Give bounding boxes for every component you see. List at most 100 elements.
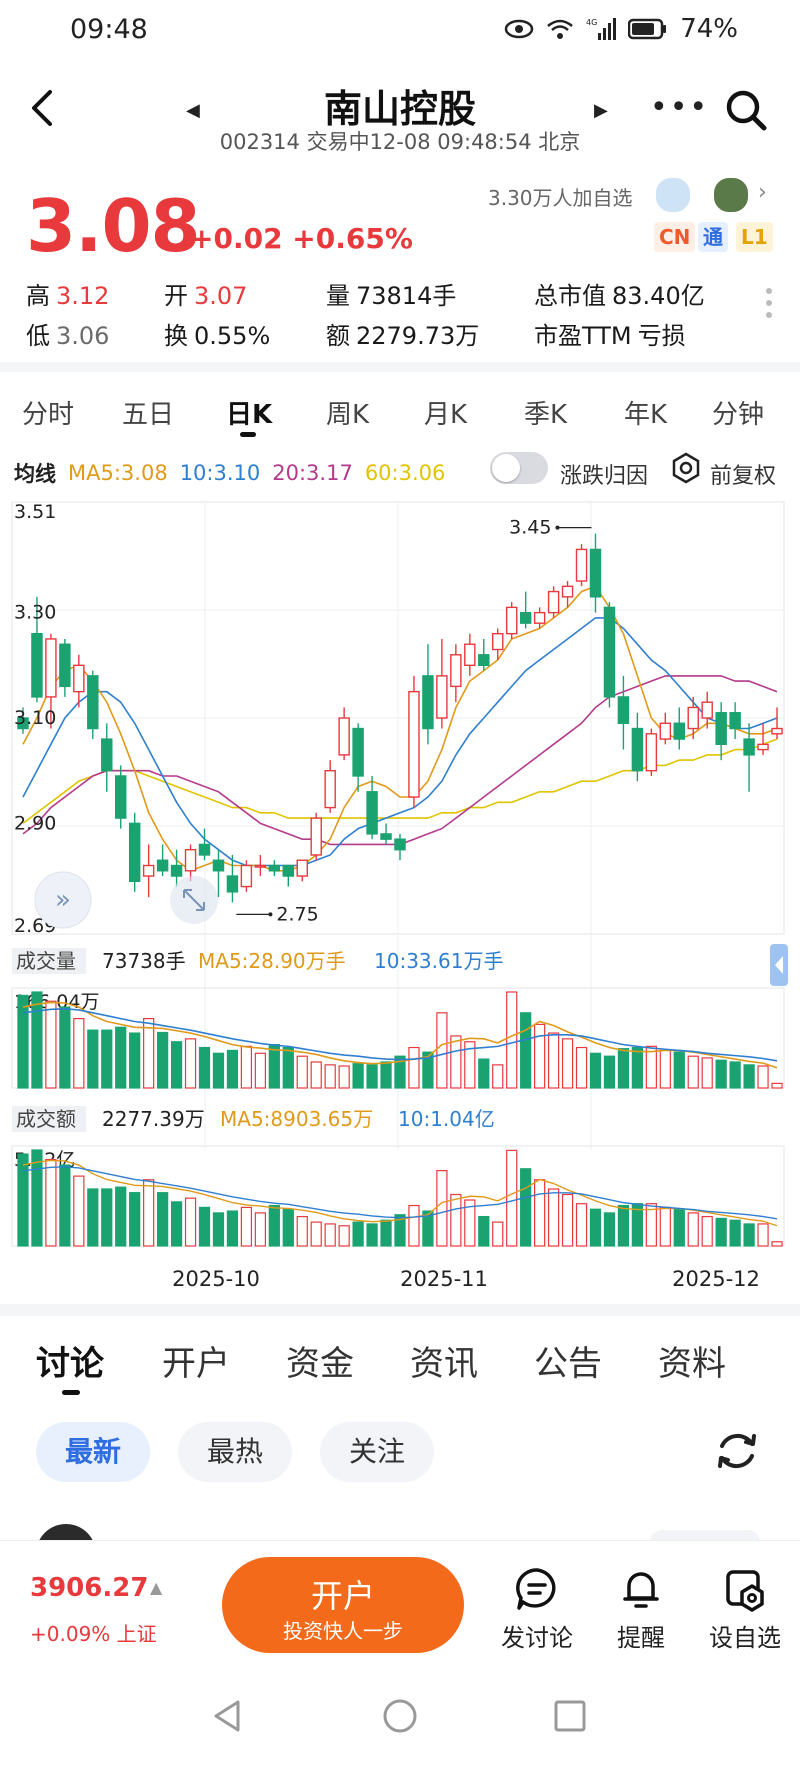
volume-bar	[645, 1045, 657, 1089]
stat-label: 额	[326, 322, 350, 350]
content-tab[interactable]: 资讯	[410, 1344, 478, 1384]
more-options-icon[interactable]: •••	[650, 90, 710, 125]
candle-body	[87, 675, 99, 730]
back-arrow-icon[interactable]	[22, 86, 66, 130]
filter-latest[interactable]: 最新	[36, 1422, 150, 1482]
alert-button[interactable]: 提醒	[596, 1566, 686, 1653]
candle-body	[184, 849, 197, 872]
candle-body	[464, 643, 476, 667]
candle-body	[254, 864, 267, 868]
tag-connect[interactable]: 通	[698, 222, 728, 252]
index-value[interactable]: 3906.27	[30, 1573, 149, 1603]
volume-bar	[394, 1055, 406, 1089]
volume-bar	[436, 1012, 448, 1089]
candle-body	[631, 727, 644, 772]
candle-body	[533, 611, 546, 624]
stat-label: 总市值	[534, 282, 606, 310]
turnover-ma5-line	[22, 1159, 778, 1227]
content-tab[interactable]: 公告	[534, 1344, 602, 1384]
turnover-bar	[129, 1192, 141, 1247]
turnover-bar	[422, 1210, 434, 1247]
stat-item: 开 3.07	[164, 276, 247, 311]
volume-ma10: 10:33.61万手	[374, 949, 503, 973]
ma5-value: MA5:3.08	[68, 461, 168, 485]
chart-tab[interactable]: 日K	[226, 400, 273, 430]
volume-bar	[464, 1041, 476, 1089]
chart-tab[interactable]: 月K	[424, 400, 468, 430]
candle-body	[505, 606, 518, 635]
open-account-button[interactable]: 开户 投资快人一步	[222, 1557, 464, 1653]
turnover-bar	[352, 1221, 364, 1247]
nav-back-icon[interactable]	[208, 1696, 248, 1736]
stat-value: 0.55%	[194, 322, 271, 350]
refresh-icon[interactable]	[712, 1426, 762, 1476]
follower-count[interactable]: 3.30万人加自选	[488, 186, 633, 210]
tag-l1[interactable]: L1	[736, 222, 773, 252]
volume-current: 73738手	[102, 949, 186, 973]
status-icons: 4G 74%	[504, 14, 738, 44]
candle-body	[450, 654, 462, 688]
volume-bar	[673, 1051, 685, 1089]
chart-tab[interactable]: 分钟	[712, 400, 765, 430]
candle-body	[771, 727, 783, 735]
chart-tab[interactable]: 季K	[524, 400, 568, 430]
attribution-label: 涨跌归因	[560, 464, 649, 489]
stats-more-icon[interactable]	[766, 288, 772, 324]
filter-hot[interactable]: 最热	[178, 1422, 292, 1482]
turnover-bar	[673, 1208, 685, 1247]
chart-tab[interactable]: 年K	[624, 400, 668, 430]
low-price-label: 2.75	[276, 903, 318, 925]
divider	[0, 1304, 800, 1316]
post-discussion-button[interactable]: 发讨论	[492, 1566, 582, 1653]
stat-item: 换 0.55%	[164, 316, 270, 351]
stat-item: 市盈TTM 亏损	[534, 316, 686, 351]
turnover-bar	[645, 1203, 657, 1247]
candle-body	[380, 833, 392, 840]
chart-tab[interactable]: 五日	[122, 400, 175, 430]
content-tab[interactable]: 资料	[658, 1344, 726, 1384]
volume-bar	[701, 1057, 713, 1089]
candle-body	[156, 859, 169, 872]
volume-bar	[170, 1041, 183, 1089]
next-stock-icon[interactable]: ▶	[594, 100, 608, 121]
svg-text:4G: 4G	[586, 18, 597, 27]
stat-value: 3.07	[194, 282, 248, 310]
ma20-value: 20:3.17	[272, 461, 353, 485]
x-axis-label: 2025-11	[400, 1267, 488, 1291]
stat-item: 量 73814手	[326, 276, 456, 311]
stat-value: 83.40亿	[612, 282, 705, 310]
volume-bar	[45, 1000, 57, 1089]
current-price: 3.08	[26, 184, 201, 268]
content-tab[interactable]: 讨论	[36, 1344, 104, 1384]
volume-bar	[380, 1061, 392, 1089]
search-icon[interactable]	[722, 86, 770, 134]
stat-item: 额 2279.73万	[326, 316, 479, 351]
tag-cn[interactable]: CN	[654, 222, 696, 252]
prev-stock-icon[interactable]: ◀	[186, 100, 200, 121]
volume-bar	[310, 1061, 322, 1089]
turnover-bar	[659, 1206, 671, 1247]
alert-label: 提醒	[617, 1624, 665, 1652]
chart-tab[interactable]: 分时	[22, 400, 75, 430]
candle-body	[142, 864, 155, 877]
kline-chart[interactable]: 3.513.303.102.902.693.452.75»成交量 73738手 MA…	[0, 494, 800, 1314]
adjust-mode-label[interactable]: 前复权	[710, 464, 777, 489]
volume-ma5: MA5:28.90万手	[198, 949, 346, 973]
chart-tab[interactable]: 周K	[326, 400, 370, 430]
content-tab[interactable]: 资金	[286, 1344, 354, 1384]
open-account-label: 开户	[310, 1577, 375, 1615]
index-change[interactable]: +0.09% 上证	[30, 1622, 157, 1646]
candle-body	[366, 791, 378, 835]
nav-home-icon[interactable]	[380, 1696, 420, 1736]
high-marker-dot	[555, 525, 560, 530]
ma10-line	[22, 617, 778, 867]
volume-bar	[631, 1046, 644, 1089]
filter-following[interactable]: 关注	[320, 1422, 434, 1482]
content-tab[interactable]: 开户	[162, 1344, 230, 1384]
settings-hex-icon[interactable]	[670, 452, 702, 484]
stat-label: 换	[164, 322, 188, 350]
chevron-right-icon[interactable]: ›	[758, 180, 767, 205]
candle-body	[603, 606, 616, 698]
nav-recents-icon[interactable]	[550, 1696, 590, 1736]
add-watchlist-button[interactable]: 设自选	[700, 1566, 790, 1653]
